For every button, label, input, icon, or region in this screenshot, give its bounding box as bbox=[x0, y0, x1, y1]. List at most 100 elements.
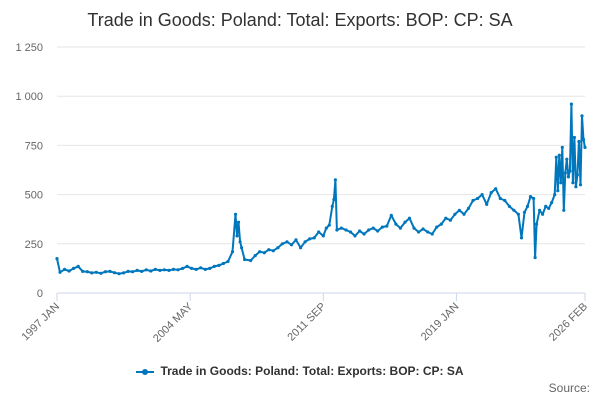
data-point[interactable] bbox=[308, 237, 312, 241]
data-point[interactable] bbox=[221, 261, 225, 266]
data-point[interactable] bbox=[131, 270, 135, 274]
data-point[interactable] bbox=[230, 250, 235, 254]
data-point[interactable] bbox=[90, 271, 94, 275]
data-point[interactable] bbox=[240, 246, 244, 250]
data-point[interactable] bbox=[376, 229, 380, 233]
data-point[interactable] bbox=[321, 234, 325, 238]
data-point[interactable] bbox=[578, 183, 583, 187]
data-point[interactable] bbox=[85, 270, 89, 274]
data-point[interactable] bbox=[421, 227, 425, 231]
data-point[interactable] bbox=[541, 212, 545, 216]
data-point[interactable] bbox=[63, 267, 67, 271]
data-point[interactable] bbox=[67, 269, 71, 273]
data-point[interactable] bbox=[76, 264, 80, 268]
data-point[interactable] bbox=[556, 189, 560, 193]
data-point[interactable] bbox=[385, 224, 389, 228]
data-point[interactable] bbox=[403, 220, 407, 224]
data-point[interactable] bbox=[158, 268, 162, 272]
data-point[interactable] bbox=[380, 225, 384, 229]
data-point[interactable] bbox=[538, 208, 542, 212]
data-point[interactable] bbox=[407, 216, 412, 220]
data-point[interactable] bbox=[494, 187, 498, 191]
data-point[interactable] bbox=[525, 204, 530, 208]
data-point[interactable] bbox=[559, 181, 563, 185]
data-point[interactable] bbox=[217, 263, 221, 267]
data-point[interactable] bbox=[367, 228, 371, 232]
data-point[interactable] bbox=[398, 226, 402, 230]
data-point[interactable] bbox=[560, 145, 564, 149]
data-point[interactable] bbox=[353, 234, 357, 238]
data-point[interactable] bbox=[126, 269, 130, 273]
data-point[interactable] bbox=[55, 257, 59, 261]
data-point[interactable] bbox=[371, 226, 375, 230]
data-point[interactable] bbox=[577, 139, 581, 144]
data-point[interactable] bbox=[358, 229, 362, 233]
data-point[interactable] bbox=[233, 212, 238, 216]
data-point[interactable] bbox=[99, 271, 103, 275]
data-point[interactable] bbox=[535, 222, 539, 226]
data-point[interactable] bbox=[547, 206, 551, 210]
data-point[interactable] bbox=[167, 268, 171, 272]
data-point[interactable] bbox=[339, 226, 343, 230]
data-point[interactable] bbox=[503, 198, 507, 203]
data-point[interactable] bbox=[439, 222, 443, 226]
data-point[interactable] bbox=[312, 236, 316, 240]
data-point[interactable] bbox=[226, 259, 230, 264]
data-point[interactable] bbox=[581, 137, 586, 142]
data-point[interactable] bbox=[554, 155, 558, 159]
data-point[interactable] bbox=[574, 185, 578, 189]
data-point[interactable] bbox=[519, 236, 524, 240]
data-point[interactable] bbox=[476, 196, 480, 201]
data-point[interactable] bbox=[267, 248, 271, 252]
data-point[interactable] bbox=[108, 269, 112, 273]
data-point[interactable] bbox=[332, 197, 336, 202]
data-point[interactable] bbox=[276, 246, 280, 250]
data-point[interactable] bbox=[522, 210, 527, 214]
data-point[interactable] bbox=[485, 202, 489, 206]
data-point[interactable] bbox=[194, 267, 198, 271]
data-point[interactable] bbox=[243, 257, 247, 262]
data-point[interactable] bbox=[344, 228, 348, 232]
data-point[interactable] bbox=[417, 230, 421, 234]
data-point[interactable] bbox=[289, 243, 294, 247]
data-point[interactable] bbox=[544, 204, 548, 208]
legend[interactable]: Trade in Goods: Poland: Total: Exports: … bbox=[0, 364, 600, 378]
data-point[interactable] bbox=[58, 270, 62, 274]
data-point[interactable] bbox=[583, 145, 587, 149]
data-point[interactable] bbox=[572, 135, 577, 140]
data-point[interactable] bbox=[122, 271, 126, 275]
data-point[interactable] bbox=[394, 222, 398, 226]
data-point[interactable] bbox=[112, 271, 117, 275]
data-point[interactable] bbox=[489, 191, 493, 195]
data-point[interactable] bbox=[212, 264, 216, 268]
data-point[interactable] bbox=[430, 232, 434, 236]
data-point[interactable] bbox=[498, 196, 502, 201]
data-point[interactable] bbox=[444, 216, 448, 220]
data-point[interactable] bbox=[144, 268, 148, 272]
data-point[interactable] bbox=[566, 175, 571, 179]
data-point[interactable] bbox=[466, 206, 471, 210]
data-point[interactable] bbox=[348, 230, 353, 234]
data-point[interactable] bbox=[262, 251, 266, 255]
data-point[interactable] bbox=[199, 266, 203, 270]
data-point[interactable] bbox=[532, 196, 536, 201]
data-point[interactable] bbox=[171, 267, 176, 271]
data-point[interactable] bbox=[426, 230, 430, 234]
data-point[interactable] bbox=[327, 223, 331, 227]
data-point[interactable] bbox=[94, 270, 98, 274]
data-point[interactable] bbox=[480, 193, 484, 197]
data-point[interactable] bbox=[253, 254, 257, 258]
data-point[interactable] bbox=[203, 267, 207, 271]
data-point[interactable] bbox=[162, 268, 166, 272]
data-point[interactable] bbox=[190, 266, 194, 270]
data-point[interactable] bbox=[333, 178, 337, 182]
data-point[interactable] bbox=[135, 268, 139, 272]
data-point[interactable] bbox=[271, 249, 275, 253]
data-point[interactable] bbox=[362, 232, 366, 236]
data-point[interactable] bbox=[208, 266, 212, 270]
data-point[interactable] bbox=[580, 114, 584, 118]
data-point[interactable] bbox=[285, 240, 289, 244]
data-point[interactable] bbox=[181, 266, 185, 270]
data-point[interactable] bbox=[569, 102, 574, 106]
data-point[interactable] bbox=[140, 269, 144, 273]
